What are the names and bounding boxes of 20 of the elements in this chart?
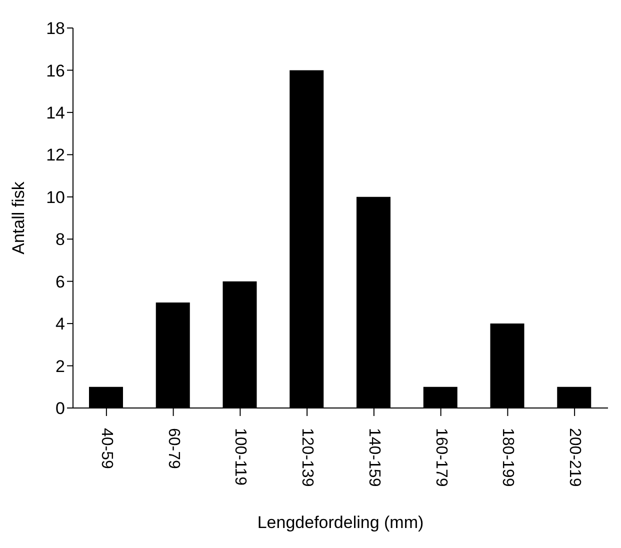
y-tick-label: 0 <box>56 399 65 418</box>
y-tick-label: 10 <box>46 188 65 207</box>
x-tick-label: 60-79 <box>164 428 182 470</box>
y-axis-title: Antall fisk <box>9 181 28 254</box>
y-tick-label: 12 <box>46 146 65 165</box>
x-tick-label: 160-179 <box>432 428 450 487</box>
y-tick-label: 16 <box>46 61 65 80</box>
y-tick-label: 6 <box>56 272 65 292</box>
x-tick-label: 200-219 <box>566 428 584 487</box>
y-tick-label: 2 <box>56 356 65 376</box>
x-tick-label: 180-199 <box>499 428 516 487</box>
x-tick-label: 120-139 <box>298 428 316 487</box>
x-tick-label: 100-119 <box>232 428 249 486</box>
x-tick-label: 140-159 <box>365 428 382 487</box>
x-axis-title: Lengdefordeling (mm) <box>257 513 424 532</box>
x-tick-label: 40-59 <box>98 428 115 470</box>
y-tick-label: 8 <box>56 230 65 250</box>
y-tick-label: 18 <box>46 19 65 38</box>
y-tick-label: 4 <box>56 314 65 334</box>
y-tick-label: 14 <box>46 103 65 122</box>
